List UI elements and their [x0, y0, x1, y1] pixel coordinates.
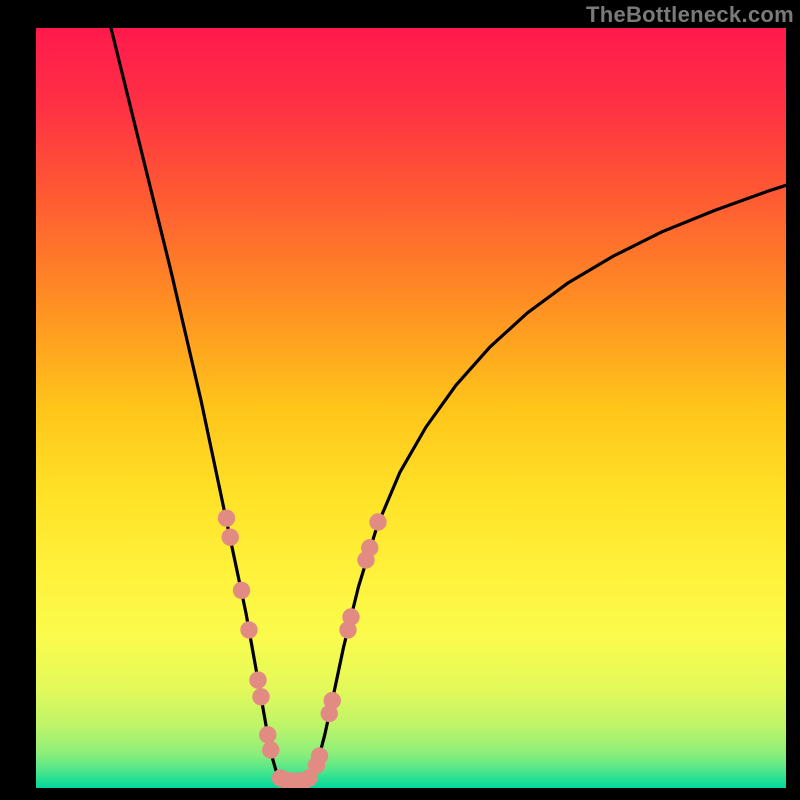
data-marker: [260, 727, 276, 743]
data-marker: [324, 692, 340, 708]
data-marker: [253, 689, 269, 705]
watermark-text: TheBottleneck.com: [586, 2, 794, 28]
data-marker: [370, 514, 386, 530]
data-marker: [343, 609, 359, 625]
gradient-background: [36, 28, 786, 788]
data-marker: [263, 742, 279, 758]
data-marker: [218, 510, 234, 526]
data-marker: [233, 582, 249, 598]
data-marker: [362, 540, 378, 556]
data-marker: [222, 529, 238, 545]
data-marker: [250, 672, 266, 688]
data-marker: [241, 622, 257, 638]
plot-area: [36, 28, 786, 788]
bottleneck-chart: [36, 28, 786, 788]
data-marker: [311, 748, 327, 764]
